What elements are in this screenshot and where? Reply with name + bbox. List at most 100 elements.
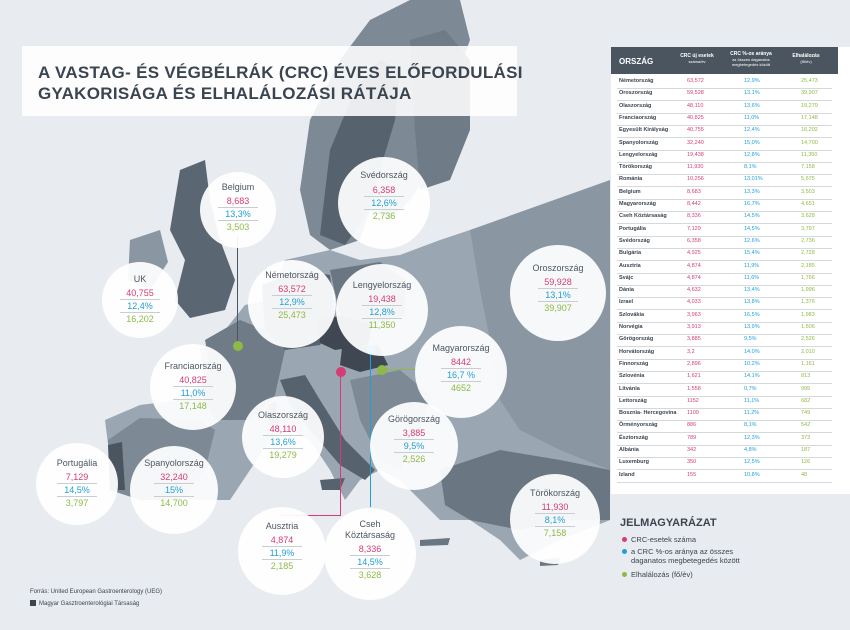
legend-title: JELMAGYARÁZAT bbox=[620, 517, 717, 529]
table-cell-country: Olaszország bbox=[619, 102, 652, 109]
table-cell-deaths: 749 bbox=[801, 410, 811, 417]
country-circle-belgium: Belgium 8,683 13,3% 3,503 bbox=[200, 172, 276, 248]
table-cell-cases: 1,621 bbox=[687, 373, 701, 380]
table-cell-cases: 3,885 bbox=[687, 336, 701, 343]
austria-pin bbox=[336, 367, 346, 377]
table-row: Belgium 8,683 13,3% 3,503 bbox=[617, 187, 832, 200]
table-cell-percent: 13,01% bbox=[744, 176, 763, 183]
country-circle-spain: Spanyolország 32,240 15% 14,700 bbox=[130, 446, 218, 534]
table-row: Szlovénia 1,621 14,1% 813 bbox=[617, 371, 832, 385]
table-cell-cases: 789 bbox=[687, 434, 697, 441]
table-cell-country: Németország bbox=[619, 78, 654, 84]
table-cell-percent: 13,9% bbox=[744, 324, 760, 330]
table-cell-country: Izrael bbox=[619, 299, 634, 306]
map-sicily bbox=[320, 478, 345, 490]
table-cell-deaths: 19,279 bbox=[801, 102, 818, 109]
country-circle-poland: Lengyelország 19,438 12,8% 11,350 bbox=[336, 264, 428, 356]
table-cell-percent: 10,2% bbox=[744, 360, 760, 367]
table-cell-cases: 59,528 bbox=[687, 90, 704, 97]
table-cell-country: Albánia bbox=[619, 447, 639, 453]
country-circle-uk: UK 40,755 12,4% 16,202 bbox=[102, 262, 178, 338]
country-circle-austria: Ausztria 4,874 11,9% 2,185 bbox=[238, 507, 326, 595]
table-cell-cases: 3,963 bbox=[687, 311, 701, 318]
table-cell-cases: 6,358 bbox=[687, 237, 701, 244]
table-cell-country: Észtország bbox=[619, 434, 649, 441]
table-cell-deaths: 7,158 bbox=[801, 164, 815, 171]
table-cell-deaths: 682 bbox=[801, 397, 811, 404]
title-panel: A VASTAG- ÉS VÉGBÉLRÁK (CRC) ÉVES ELŐFOR… bbox=[22, 46, 522, 116]
table-cell-country: Portugália bbox=[619, 225, 646, 232]
table-cell-country: Oroszország bbox=[619, 90, 653, 97]
table-cell-cases: 4,874 bbox=[687, 274, 701, 281]
table-row: Bulgária 4,925 15,4% 2,728 bbox=[617, 248, 832, 262]
table-cell-percent: 13,8% bbox=[744, 299, 760, 306]
table-row: Törökország 11,930 8,1% 7,158 bbox=[617, 162, 832, 176]
title-line-2: GYAKORISÁGA ÉS ELHALÁLOZÁSI RÁTÁJA bbox=[38, 84, 412, 103]
table-cell-cases: 1152 bbox=[687, 397, 699, 404]
table-cell-cases: 3,913 bbox=[687, 324, 701, 330]
austria-pin-stem bbox=[340, 375, 341, 515]
country-circle-italy: Olaszország 48,110 13,6% 19,279 bbox=[242, 396, 324, 478]
table-row: Cseh Köztársaság 8,336 14,5% 3,628 bbox=[617, 211, 832, 225]
table-cell-cases: 10,256 bbox=[687, 176, 704, 183]
table-cell-percent: 14,5% bbox=[744, 225, 760, 232]
table-cell-deaths: 1,506 bbox=[801, 324, 815, 330]
table-cell-percent: 11,6% bbox=[744, 274, 760, 281]
table-cell-cases: 2,896 bbox=[687, 360, 701, 367]
country-circle-czechia: Cseh Köztársaság 8,336 14,5% 3,628 bbox=[324, 508, 416, 600]
table-cell-country: Belgium bbox=[619, 188, 641, 195]
table-cell-deaths: 542 bbox=[801, 422, 811, 429]
table-cell-deaths: 3,797 bbox=[801, 225, 815, 232]
table-row: Bosznia- Hercegovina 1109 11,2% 749 bbox=[617, 408, 832, 422]
table-cell-percent: 11,1% bbox=[744, 397, 760, 404]
table-row: Szlovákia 3,963 16,5% 1,983 bbox=[617, 310, 832, 323]
table-cell-percent: 13,1% bbox=[744, 90, 760, 97]
table-cell-deaths: 126 bbox=[801, 459, 811, 466]
col-cases: CRC új esetek száma/év bbox=[680, 53, 714, 64]
legend-item-deaths: Elhalálozás (fő/év) bbox=[622, 570, 693, 579]
table-cell-percent: 12,6% bbox=[744, 237, 760, 244]
table-cell-deaths: 2,010 bbox=[801, 348, 815, 355]
country-circle-france: Franciaország 40,825 11,0% 17,148 bbox=[150, 344, 236, 430]
table-cell-cases: 4,033 bbox=[687, 299, 701, 306]
table-cell-country: Horvátország bbox=[619, 348, 655, 355]
table-row: Finnország 2,896 10,2% 1,161 bbox=[617, 359, 832, 372]
table-row: Görögország 3,885 9,5% 2,526 bbox=[617, 334, 832, 348]
table-cell-percent: 15,4% bbox=[744, 250, 760, 257]
legend-item-cases: CRC-esetek száma bbox=[622, 535, 696, 544]
table-row: Lettország 1152 11,1% 682 bbox=[617, 396, 832, 409]
table-cell-deaths: 2,185 bbox=[801, 262, 815, 269]
table-cell-deaths: 1,376 bbox=[801, 299, 815, 306]
table-row: Dánia 4,632 13,4% 1,996 bbox=[617, 285, 832, 299]
table-row: Örményország 886 8,1% 542 bbox=[617, 420, 832, 434]
table-row: Németország 63,572 12,9% 25,473 bbox=[617, 76, 832, 89]
table-row: Norvégia 3,913 13,9% 1,506 bbox=[617, 322, 832, 335]
table-cell-percent: 4,8% bbox=[744, 447, 757, 453]
map-uk bbox=[170, 160, 235, 318]
table-cell-deaths: 1,161 bbox=[801, 360, 815, 367]
hungary-pin bbox=[377, 365, 387, 375]
table-cell-country: Lettország bbox=[619, 397, 647, 404]
table-cell-deaths: 1,983 bbox=[801, 311, 815, 318]
legend: JELMAGYARÁZAT CRC-esetek száma a CRC %-o… bbox=[612, 515, 842, 615]
table-cell-percent: 12,8% bbox=[744, 151, 760, 158]
table-cell-percent: 12,5% bbox=[744, 459, 760, 466]
table-cell-percent: 14,0% bbox=[744, 348, 760, 355]
table-cell-cases: 4,925 bbox=[687, 250, 701, 257]
table-cell-deaths: 3,503 bbox=[801, 188, 815, 195]
table-row: Luxemburg 350 12,5% 126 bbox=[617, 457, 832, 471]
table-cell-cases: 11,930 bbox=[687, 164, 704, 171]
table-cell-percent: 14,5% bbox=[744, 213, 760, 220]
table-cell-cases: 40,755 bbox=[687, 127, 704, 134]
table-row: Lengyelország 19,438 12,8% 11,350 bbox=[617, 150, 832, 163]
table-cell-cases: 8,336 bbox=[687, 213, 701, 220]
table-cell-country: Cseh Köztársaság bbox=[619, 213, 667, 220]
table-cell-percent: 9,5% bbox=[744, 336, 757, 343]
table-cell-deaths: 1,996 bbox=[801, 287, 815, 294]
hungary-pin-stem bbox=[384, 369, 432, 370]
table-cell-deaths: 2,736 bbox=[801, 237, 815, 244]
table-cell-country: Litvánia bbox=[619, 385, 640, 392]
table-cell-cases: 19,438 bbox=[687, 151, 704, 158]
table-cell-deaths: 4,651 bbox=[801, 201, 815, 207]
belgium-pin-stem bbox=[237, 235, 238, 343]
